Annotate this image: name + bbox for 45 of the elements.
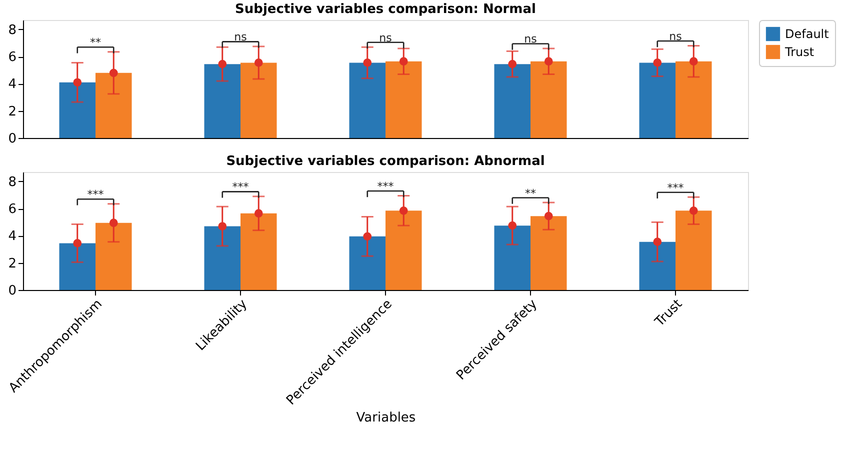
bar [639, 242, 676, 290]
annotation: ** [525, 186, 536, 200]
legend-label: Default [785, 27, 830, 41]
bar [530, 61, 567, 138]
annotation: *** [232, 180, 250, 194]
annotation: ns [234, 30, 248, 44]
bar [59, 82, 96, 138]
bar [204, 226, 240, 290]
legend-label: Trust [784, 45, 814, 59]
bar [494, 64, 530, 138]
bar [639, 62, 676, 138]
bar [240, 62, 277, 138]
bar [240, 213, 277, 290]
y-tick-label: 4 [8, 229, 16, 244]
bar [386, 210, 422, 290]
annotation: ns [669, 30, 682, 44]
annotation: *** [87, 188, 104, 202]
bar [349, 62, 386, 138]
annotation: ns [524, 32, 538, 46]
y-tick-label: 2 [8, 256, 16, 272]
x-axis-title: Variables [356, 410, 416, 426]
y-tick-label: 6 [8, 202, 16, 218]
annotation: *** [667, 181, 684, 194]
bar [349, 236, 386, 290]
bar [530, 216, 567, 290]
bar [96, 72, 132, 138]
y-tick-label: 8 [8, 174, 16, 190]
y-tick-label: 0 [8, 284, 16, 298]
chart-title: Subjective variables comparison: Normal [235, 2, 536, 17]
y-tick-label: 6 [8, 50, 16, 66]
annotation: ** [90, 36, 102, 50]
bar [494, 226, 530, 290]
bar [96, 222, 132, 290]
annotation: *** [377, 180, 394, 193]
chart-title: Subjective variables comparison: Abnormal [226, 154, 545, 169]
bar [676, 210, 712, 290]
bar [386, 61, 422, 138]
y-tick-label: 2 [8, 104, 16, 120]
y-tick-label: 8 [8, 22, 16, 38]
bar [676, 61, 712, 138]
y-tick-label: 0 [8, 132, 16, 146]
y-tick-label: 4 [8, 77, 16, 92]
bar [204, 64, 240, 138]
annotation: ns [379, 31, 392, 44]
bar [59, 243, 96, 290]
